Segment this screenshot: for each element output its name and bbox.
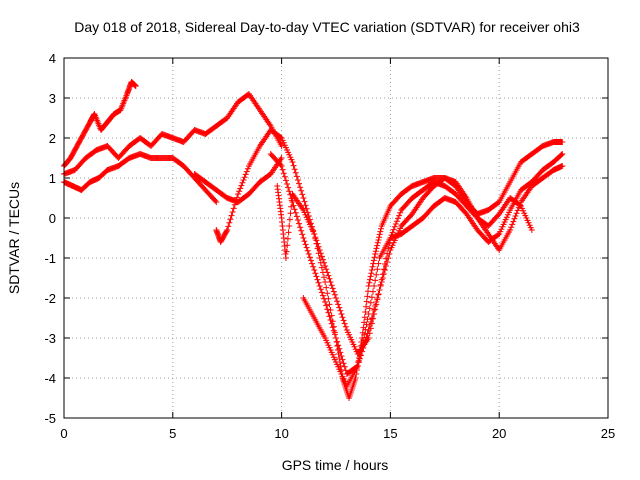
data-points [61,79,566,401]
y-tick-label: 2 [49,131,56,146]
series-7-points [274,179,535,357]
y-tick-label: 0 [49,211,56,226]
x-tick-label: 20 [492,426,506,441]
x-tick-label: 0 [60,426,67,441]
plot-frame [63,57,609,419]
y-axis-label: SDTVAR / TECUs [6,182,22,294]
series-8-points [300,151,566,389]
series-8 [300,151,566,389]
x-tick-label: 10 [274,426,288,441]
series-4-points [191,155,285,205]
x-tick-label: 5 [169,426,176,441]
chart-title: Day 018 of 2018, Sidereal Day-to-day VTE… [74,19,580,35]
series-5-points [213,127,566,401]
y-tick-label: -3 [44,331,56,346]
series-5 [213,127,566,401]
y-tick-label: -4 [44,371,56,386]
series-4 [191,155,285,205]
series-1 [61,79,139,169]
x-tick-label: 15 [383,426,397,441]
y-tick-label: 4 [49,51,56,66]
series-1-points [61,79,139,169]
series-7 [274,179,535,357]
y-tick-label: 3 [49,91,56,106]
y-tick-label: -1 [44,251,56,266]
y-tick-label: -2 [44,291,56,306]
y-tick-label: -5 [44,411,56,426]
x-tick-label: 25 [601,426,615,441]
series-6 [267,151,566,377]
x-axis-label: GPS time / hours [282,457,389,473]
y-tick-label: 1 [49,171,56,186]
axis-ticks: 0 5 10 15 20 25 -5 -4 -3 -2 -1 0 1 2 3 4 [44,51,615,441]
series-6-points [267,151,566,377]
